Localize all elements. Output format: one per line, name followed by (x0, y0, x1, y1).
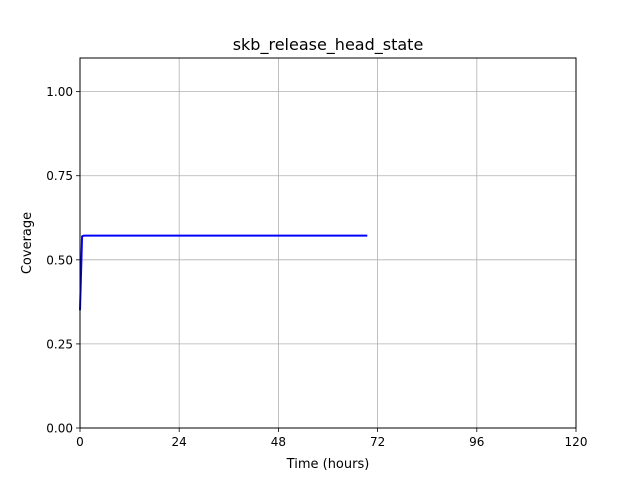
ticks: 0 24 48 72 96 120 0.00 0.25 0.50 0.75 1.00 (46, 85, 587, 449)
y-tick-label: 0.25 (46, 337, 73, 351)
y-axis-label: Coverage (20, 212, 35, 274)
y-tick-label: 0.00 (46, 422, 73, 436)
grid (79, 58, 577, 429)
y-tick-label: 0.50 (46, 253, 73, 267)
series-layer (79, 234, 368, 311)
x-tick-label: 0 (76, 435, 84, 449)
chart-title: skb_release_head_state (233, 35, 424, 55)
x-tick-label: 120 (565, 435, 588, 449)
x-tick-label: 48 (271, 435, 286, 449)
y-tick-label: 1.00 (46, 85, 73, 99)
y-tick-label: 0.75 (46, 169, 73, 183)
plot-area (80, 58, 576, 428)
plot-frame (79, 57, 577, 429)
coverage-series-line (79, 234, 368, 311)
x-tick-label: 24 (172, 435, 187, 449)
x-axis-label: Time (hours) (286, 457, 370, 472)
x-tick-label: 72 (370, 435, 385, 449)
x-tick-label: 96 (469, 435, 484, 449)
